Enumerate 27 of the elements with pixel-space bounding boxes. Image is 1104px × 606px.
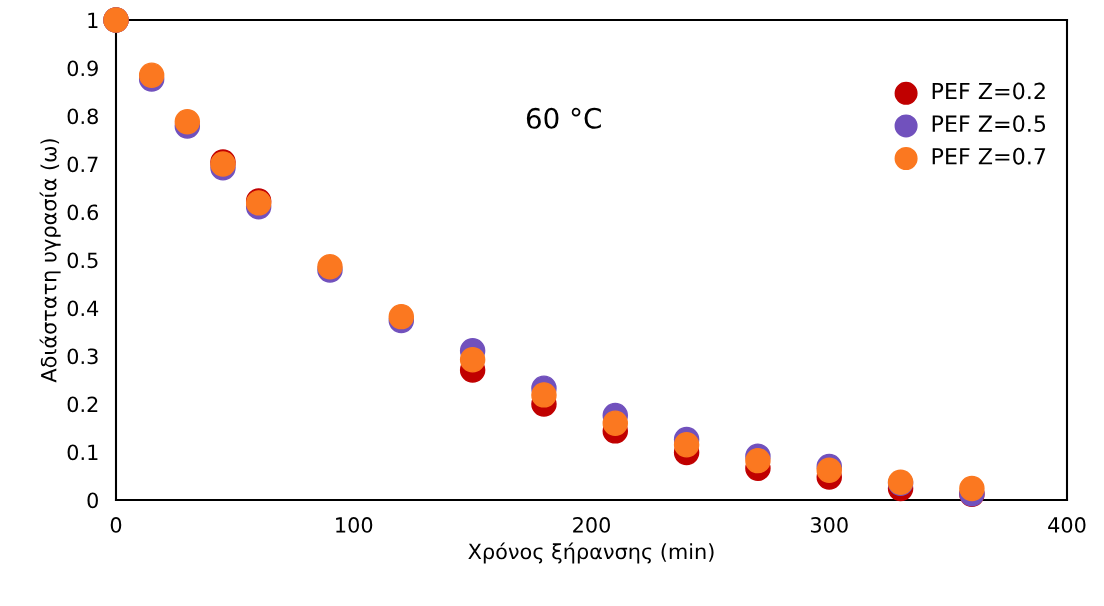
x-tick-label: 200 [573,517,610,533]
point [459,347,486,373]
y-tick-label: 0.6 [67,204,99,221]
y-tick-label: 0.7 [67,156,98,173]
y-tick-label: 0.2 [67,396,98,413]
x-tick-label: 100 [336,517,373,533]
y-tick-label: 0.3 [67,348,98,365]
point [673,432,700,458]
y-tick-label: 0.1 [67,444,98,461]
y-tick-label: 0.9 [67,60,98,77]
legend-label: PEF Z=0.7 [932,147,1046,165]
y-axis-title: Αδιάστατη υγρασία (ω) [39,139,61,383]
point [959,475,985,502]
legend-label: PEF Z=0.5 [932,115,1046,133]
annotation: 60 °C [526,107,601,129]
y-tick-label: 0.4 [67,300,99,317]
x-tick-label: 400 [1048,517,1086,533]
y-tick-label: 0.8 [67,108,98,125]
point [531,382,557,408]
point [602,410,628,436]
y-tick-label: 0 [87,492,98,509]
x-tick-label: 0 [110,517,122,533]
y-tick-label: 0.5 [67,252,98,269]
x-tick-label: 300 [810,517,848,533]
legend-label: PEF Z=0.2 [932,82,1045,100]
x-axis-title: Χρόνος ξήρανσης (min) [468,542,714,564]
y-tick-label: 1 [88,12,98,28]
